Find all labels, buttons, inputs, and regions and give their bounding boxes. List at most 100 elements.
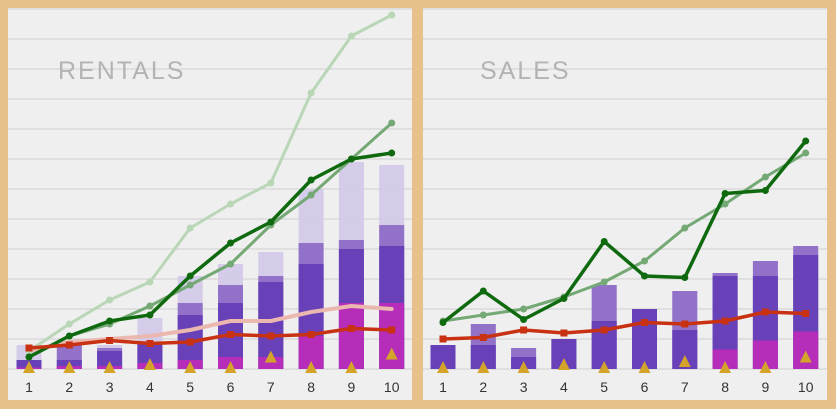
rentals-gold-marker-9 (345, 361, 358, 373)
sales-red-point-7 (681, 320, 689, 328)
sales-mid-green-point-8 (721, 200, 729, 208)
rentals-panel: 1 2 3 4 5 6 7 8 9 10 RENTALS (8, 8, 412, 400)
sales-red-point-1 (439, 335, 447, 343)
sales-x-tick-label: 1 (439, 379, 447, 395)
rentals-pink-line (27, 304, 394, 353)
sales-gold-marker-5 (598, 361, 611, 373)
sales-gold-marker-10 (799, 350, 812, 363)
sales-x-tick-label: 6 (641, 379, 649, 395)
rentals-dark-green-point-3 (106, 317, 114, 325)
sales-gold-marker-6 (638, 361, 651, 373)
rentals-mid-green-point-10 (388, 119, 396, 127)
sales-gold-marker-4 (557, 358, 570, 370)
sales-red-point-8 (721, 317, 729, 325)
sales-dark-green-point-2 (479, 287, 487, 295)
sales-red-point-10 (802, 310, 810, 317)
sales-x-tick-label: 4 (560, 379, 568, 395)
rentals-red-point-4 (146, 340, 154, 347)
sales-gold-marker-2 (477, 361, 490, 373)
sales-markers (437, 350, 812, 373)
rentals-light-green-point-4 (146, 278, 154, 286)
sales-red-point-5 (600, 326, 608, 334)
rentals-red-point-7 (267, 332, 275, 340)
sales-x-tick-label: 8 (721, 379, 729, 395)
rentals-gold-marker-8 (305, 361, 318, 373)
rentals-light-green-point-3 (106, 296, 114, 304)
rentals-red-point-10 (388, 326, 396, 334)
sales-x-tick-label: 7 (681, 379, 689, 395)
rentals-x-tick-label: 7 (267, 379, 275, 395)
rentals-mid-green-point-5 (186, 281, 194, 289)
sales-dark-green-line (441, 139, 808, 325)
sales-dark-green-point-8 (721, 190, 729, 197)
sales-mid-green-point-7 (681, 224, 689, 232)
sales-lines (439, 137, 810, 343)
rentals-x-tick-label: 6 (227, 379, 235, 395)
rentals-gold-marker-1 (23, 361, 35, 373)
rentals-gold-marker-6 (224, 361, 237, 373)
sales-title: SALES (480, 57, 571, 85)
sales-mid-green-point-10 (802, 149, 810, 157)
sales-red-point-3 (520, 326, 528, 334)
rentals-x-ticks: 1 2 3 4 5 6 7 8 9 10 (25, 379, 400, 395)
rentals-x-tick-label: 1 (25, 379, 33, 395)
rentals-x-tick-label: 9 (348, 379, 356, 395)
rentals-lines (25, 11, 396, 361)
sales-dark-green-point-5 (600, 238, 608, 245)
rentals-x-tick-label: 10 (384, 379, 400, 395)
rentals-dark-green-point-6 (227, 239, 234, 247)
rentals-mid-green-point-4 (146, 302, 154, 310)
rentals-dark-green-point-5 (186, 272, 194, 280)
rentals-red-point-8 (307, 331, 315, 338)
rentals-light-green-point-5 (186, 224, 194, 232)
rentals-dark-green-point-4 (146, 311, 154, 319)
sales-x-tick-label: 10 (798, 379, 814, 395)
rentals-red-point-3 (106, 337, 114, 344)
rentals-red-point-9 (347, 325, 355, 332)
rentals-red-point-5 (186, 338, 194, 346)
sales-red-line (441, 310, 808, 341)
sales-dark-green-point-7 (681, 274, 689, 281)
rentals-base-bar-7 (258, 357, 284, 369)
sales-x-tick-label: 9 (762, 379, 770, 395)
rentals-light-green-point-6 (227, 200, 234, 208)
sales-dark-green-point-3 (520, 316, 528, 323)
sales-gold-marker-1 (437, 361, 449, 373)
rentals-x-tick-label: 3 (106, 379, 114, 395)
rentals-inner-bar-3 (97, 351, 123, 369)
rentals-bars (16, 162, 405, 369)
rentals-gold-marker-10 (385, 347, 398, 360)
sales-gold-marker-9 (759, 361, 772, 373)
sales-dark-green-point-9 (761, 187, 769, 194)
sales-red-point-2 (479, 334, 487, 341)
rentals-dark-green-point-7 (267, 218, 275, 226)
rentals-gold-marker-3 (103, 361, 116, 373)
sales-x-tick-label: 5 (600, 379, 608, 395)
rentals-red-point-1 (25, 344, 33, 352)
sales-panel: 1 2 3 4 5 6 7 8 9 10 SALES (423, 8, 827, 400)
rentals-red-line (27, 326, 394, 350)
sales-dark-green-point-10 (802, 137, 810, 145)
sales-gold-marker-7 (678, 355, 691, 367)
rentals-gold-marker-4 (143, 358, 156, 370)
rentals-light-green-point-10 (388, 11, 396, 19)
sales-x-tick-label: 3 (520, 379, 528, 395)
rentals-x-tick-label: 5 (186, 379, 194, 395)
rentals-red-point-6 (227, 331, 234, 338)
rentals-light-green-point-2 (65, 320, 73, 328)
sales-gold-marker-3 (517, 361, 530, 373)
sales-x-ticks: 1 2 3 4 5 6 7 8 9 10 (439, 379, 814, 395)
sales-base-bar-8 (712, 349, 738, 369)
rentals-light-green-point-8 (307, 89, 315, 97)
sales-gold-marker-8 (719, 361, 732, 373)
rentals-light-green-point-7 (267, 179, 275, 187)
rentals-gold-marker-5 (184, 361, 197, 373)
rentals-mid-green-point-8 (307, 191, 315, 199)
sales-x-tick-label: 2 (479, 379, 487, 395)
rentals-x-tick-label: 8 (307, 379, 315, 395)
sales-mid-green-point-5 (600, 278, 608, 286)
rentals-title: RENTALS (58, 57, 185, 85)
sales-red-point-6 (641, 319, 648, 326)
sales-base-bar-10 (793, 331, 819, 369)
